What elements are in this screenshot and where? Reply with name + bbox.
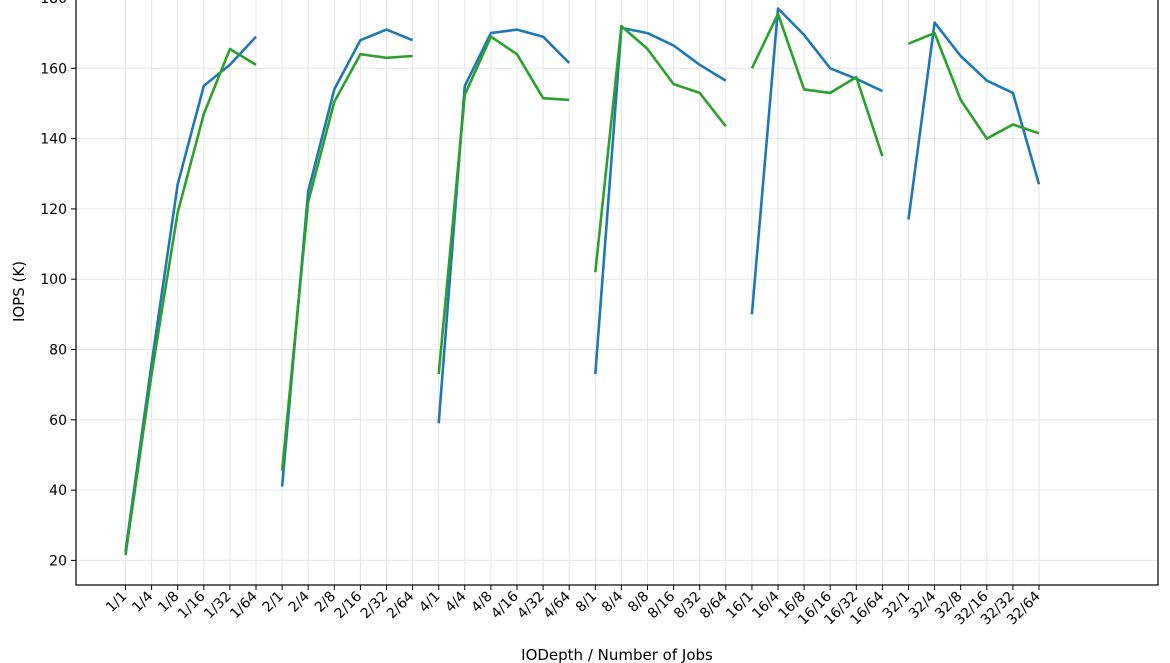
x-tick-label: 8/1 [573, 589, 600, 616]
y-tick-label: 20 [49, 553, 67, 569]
x-tick-label: 4/1 [416, 589, 443, 616]
y-tick-label: 60 [49, 413, 67, 429]
x-tick-label: 1/1 [103, 589, 130, 616]
series-2-line-group-5 [750, 12, 884, 157]
x-tick-label: 4/32 [514, 589, 548, 623]
series-1-line-group-6 [907, 21, 1041, 220]
series-2-line-group-3 [437, 35, 570, 375]
x-tick-label: 1/16 [175, 588, 209, 622]
x-tick-label: 1/64 [227, 588, 261, 622]
y-tick-label: 120 [40, 202, 67, 218]
x-tick-label: 32/1 [880, 589, 914, 623]
series-2-line-group-1 [124, 47, 257, 556]
series-2-line-group-6 [908, 31, 1040, 140]
x-axis-label: IODepth / Number of Jobs [521, 646, 713, 663]
x-tick-label: 8/4 [599, 588, 626, 615]
series-2-line-group-4 [594, 24, 727, 273]
plot-frame [75, 0, 1159, 586]
grid-lines [76, 0, 1158, 585]
x-tick-label: 4/64 [540, 588, 574, 622]
y-tick-label: 80 [49, 342, 67, 358]
y-tick-label: 180 [40, 0, 67, 7]
y-tick-label: 100 [40, 272, 67, 288]
y-axis-ticks: 20 40 60 80 100 120 140 160 180 [40, 0, 76, 569]
series-lines [124, 7, 1041, 556]
x-tick-label: 1/32 [201, 589, 235, 623]
x-tick-label: 2/32 [358, 589, 392, 623]
x-axis-ticks: 1/11/41/81/161/321/642/12/42/82/162/322/… [103, 585, 1044, 628]
x-tick-label: 4/16 [488, 588, 522, 622]
x-tick-label: 16/4 [749, 588, 783, 622]
series-1-line-group-3 [437, 28, 571, 424]
x-tick-label: 8/32 [671, 589, 705, 623]
series-1-line-group-5 [750, 7, 883, 315]
x-tick-label: 2/64 [384, 588, 418, 622]
x-tick-label: 2/16 [332, 588, 366, 622]
series-1-line-group-1 [124, 35, 257, 552]
x-tick-label: 2/1 [260, 589, 287, 616]
x-tick-label: 8/64 [697, 588, 731, 622]
y-tick-label: 40 [49, 483, 67, 499]
x-tick-label: 1/4 [129, 588, 156, 615]
x-tick-label: 4/4 [442, 588, 469, 615]
x-tick-label: 16/1 [723, 589, 757, 623]
y-axis-label: IOPS (K) [10, 261, 28, 322]
series-1-line-group-4 [594, 26, 727, 375]
x-tick-label: 32/4 [906, 588, 940, 622]
y-tick-label: 140 [40, 132, 67, 148]
x-tick-label: 2/4 [286, 588, 313, 615]
y-tick-label: 160 [40, 61, 67, 77]
series-2-line-group-2 [280, 52, 413, 471]
x-tick-label: 8/16 [645, 588, 679, 622]
